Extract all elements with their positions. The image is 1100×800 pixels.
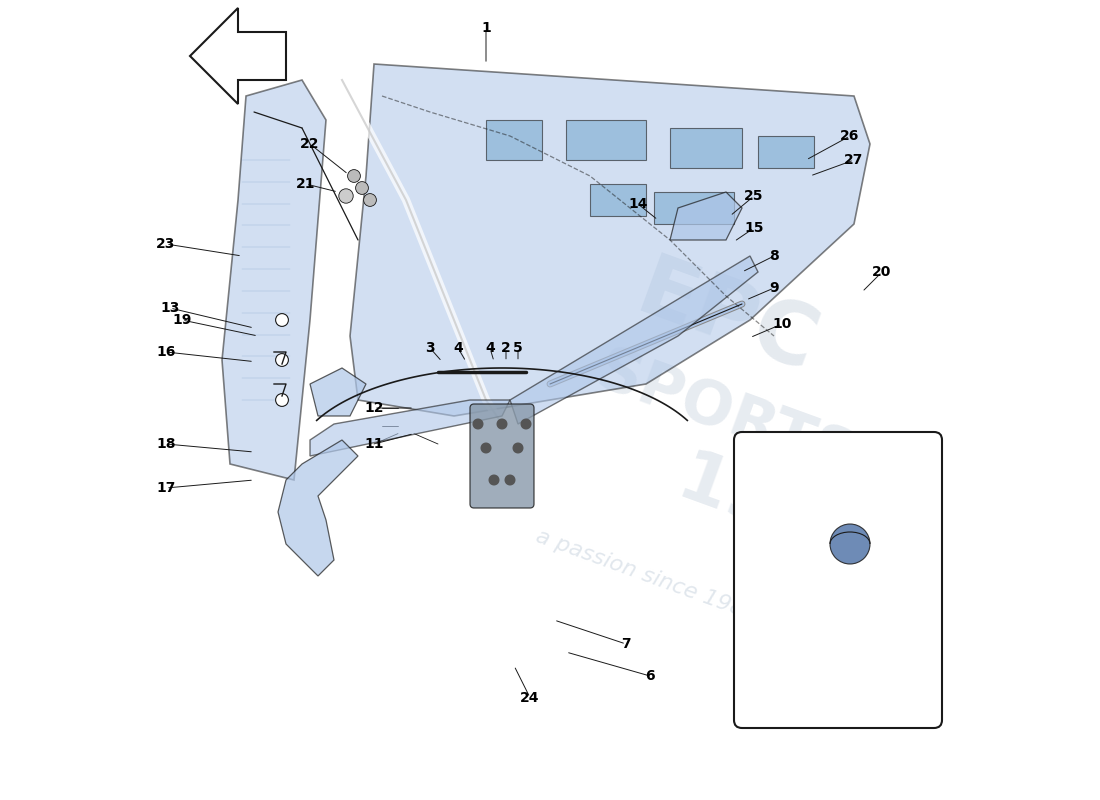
Text: 1: 1 — [481, 21, 491, 35]
Polygon shape — [278, 440, 358, 576]
Circle shape — [830, 524, 870, 564]
Text: 14: 14 — [628, 197, 648, 211]
Text: 13: 13 — [161, 301, 179, 315]
Polygon shape — [486, 120, 542, 160]
Circle shape — [276, 354, 288, 366]
Polygon shape — [566, 120, 646, 160]
FancyBboxPatch shape — [470, 404, 534, 508]
Text: 7: 7 — [621, 637, 630, 651]
Text: 5: 5 — [513, 341, 522, 355]
Polygon shape — [758, 136, 814, 168]
Text: 11: 11 — [364, 437, 384, 451]
Text: 16: 16 — [156, 345, 176, 359]
Text: 1985: 1985 — [668, 445, 880, 579]
Text: 17: 17 — [156, 481, 176, 495]
Text: 6: 6 — [646, 669, 654, 683]
Polygon shape — [510, 256, 758, 424]
Text: 4: 4 — [453, 341, 463, 355]
Circle shape — [355, 182, 368, 194]
Polygon shape — [590, 184, 646, 216]
Text: 12: 12 — [364, 401, 384, 415]
Circle shape — [348, 170, 361, 182]
Text: 22: 22 — [300, 137, 320, 151]
Circle shape — [339, 189, 353, 203]
Circle shape — [276, 314, 288, 326]
Circle shape — [521, 419, 531, 429]
Text: 25: 25 — [745, 189, 763, 203]
Text: 18: 18 — [156, 437, 176, 451]
Text: 27: 27 — [845, 153, 864, 167]
Polygon shape — [310, 400, 510, 456]
Circle shape — [364, 194, 376, 206]
Text: 2: 2 — [502, 341, 510, 355]
Circle shape — [514, 443, 522, 453]
Circle shape — [497, 419, 507, 429]
Text: 26: 26 — [840, 129, 860, 143]
Circle shape — [490, 475, 498, 485]
Text: 8: 8 — [769, 249, 779, 263]
Text: EPC: EPC — [625, 250, 827, 390]
Circle shape — [473, 419, 483, 429]
Text: 19: 19 — [173, 313, 191, 327]
Text: 4: 4 — [485, 341, 495, 355]
Text: 9: 9 — [769, 281, 779, 295]
Text: 3: 3 — [426, 341, 434, 355]
Circle shape — [276, 394, 288, 406]
Polygon shape — [190, 8, 286, 104]
Polygon shape — [670, 192, 742, 240]
Text: 20: 20 — [872, 265, 892, 279]
Polygon shape — [310, 368, 366, 416]
Text: 10: 10 — [772, 317, 792, 331]
Text: 24: 24 — [520, 690, 540, 705]
Text: 21: 21 — [296, 177, 316, 191]
Circle shape — [505, 475, 515, 485]
Polygon shape — [222, 80, 326, 480]
Text: 23: 23 — [156, 237, 176, 251]
Text: 15: 15 — [745, 221, 763, 235]
Polygon shape — [654, 192, 734, 224]
Polygon shape — [670, 128, 742, 168]
Circle shape — [481, 443, 491, 453]
Polygon shape — [350, 64, 870, 416]
Text: SPORTS: SPORTS — [588, 342, 864, 490]
Text: a passion since 1985: a passion since 1985 — [532, 526, 759, 626]
FancyBboxPatch shape — [734, 432, 942, 728]
